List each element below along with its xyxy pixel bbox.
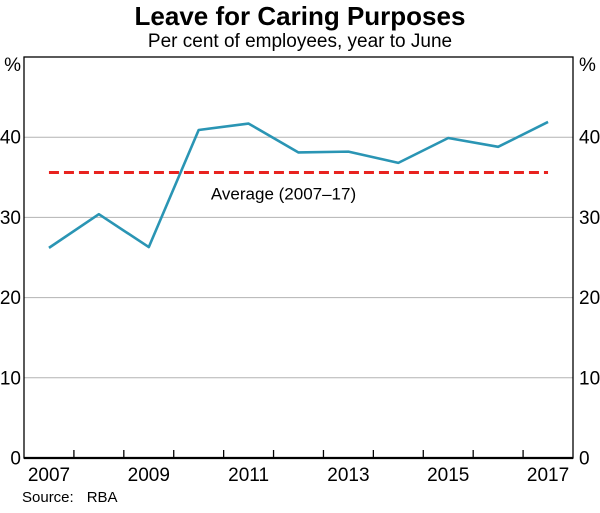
y-tick-label-left-10: 10 [0, 368, 21, 389]
y-axis-unit-right: % [579, 55, 596, 76]
x-tick-label-2013: 2013 [327, 465, 369, 486]
y-tick-label-left-20: 20 [0, 288, 21, 309]
x-tick-label-2007: 2007 [28, 465, 70, 486]
chart-subtitle: Per cent of employees, year to June [147, 31, 453, 52]
source-label: Source: [22, 489, 74, 506]
y-tick-label-right-10: 10 [579, 368, 600, 389]
y-tick-label-right-40: 40 [579, 128, 600, 149]
x-tick-label-2009: 2009 [128, 465, 170, 486]
y-tick-label-left-0: 0 [10, 449, 21, 470]
y-tick-label-left-40: 40 [0, 128, 21, 149]
x-tick-label-2017: 2017 [527, 465, 569, 486]
x-tick-label-2011: 2011 [228, 465, 269, 486]
y-tick-label-right-20: 20 [579, 288, 600, 309]
x-tick-label-2015: 2015 [427, 465, 469, 486]
chart-title: Leave for Caring Purposes [134, 1, 466, 31]
average-line-label: Average (2007–17) [211, 184, 356, 203]
y-tick-label-left-30: 30 [0, 208, 21, 229]
y-axis-unit-left: % [4, 55, 21, 76]
y-tick-label-right-0: 0 [579, 449, 590, 470]
plot-frame [23, 56, 574, 459]
data-line-leave-for-caring-purposes [48, 120, 549, 249]
y-tick-label-right-30: 30 [579, 208, 600, 229]
source-note: Source: RBA [22, 489, 118, 507]
source-value: RBA [86, 489, 118, 506]
